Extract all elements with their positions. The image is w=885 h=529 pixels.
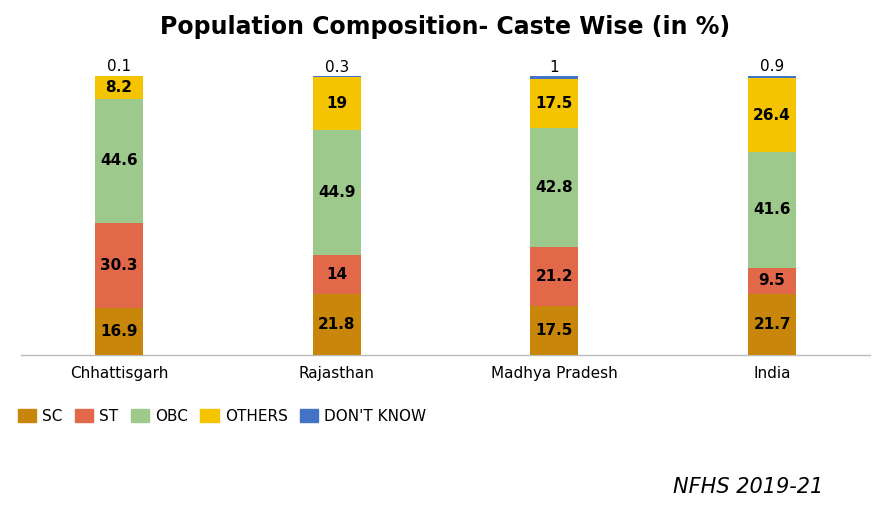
Text: 26.4: 26.4 xyxy=(753,107,791,123)
Text: 1: 1 xyxy=(550,60,559,75)
Text: 17.5: 17.5 xyxy=(535,323,573,338)
Text: 9.5: 9.5 xyxy=(758,273,786,288)
Bar xyxy=(95,307,143,354)
Legend: SC, ST, OBC, OTHERS, DON'T KNOW: SC, ST, OBC, OTHERS, DON'T KNOW xyxy=(12,403,433,430)
Text: NFHS 2019-21: NFHS 2019-21 xyxy=(673,477,823,497)
Bar xyxy=(530,79,578,127)
Bar xyxy=(312,77,361,130)
Text: 0.9: 0.9 xyxy=(760,59,784,75)
Bar xyxy=(530,306,578,354)
Text: 30.3: 30.3 xyxy=(100,258,138,273)
Bar xyxy=(312,255,361,294)
Text: 44.6: 44.6 xyxy=(100,153,138,169)
Text: 19: 19 xyxy=(327,96,347,111)
Bar xyxy=(95,99,143,223)
Bar xyxy=(530,76,578,79)
Text: 42.8: 42.8 xyxy=(535,180,573,195)
Text: 21.2: 21.2 xyxy=(535,269,573,284)
Bar xyxy=(530,247,578,306)
Bar xyxy=(95,76,143,99)
Bar xyxy=(312,76,361,77)
Text: 21.7: 21.7 xyxy=(753,317,791,332)
Bar xyxy=(530,127,578,247)
Bar xyxy=(748,152,796,268)
Text: 41.6: 41.6 xyxy=(753,202,791,217)
Text: 21.8: 21.8 xyxy=(318,317,356,332)
Bar xyxy=(748,78,796,152)
Text: 8.2: 8.2 xyxy=(105,80,133,95)
Bar xyxy=(748,268,796,294)
Bar xyxy=(748,294,796,354)
Bar xyxy=(312,294,361,354)
Text: 16.9: 16.9 xyxy=(100,324,138,339)
Text: 44.9: 44.9 xyxy=(318,185,356,200)
Text: 0.1: 0.1 xyxy=(107,59,131,75)
Text: 14: 14 xyxy=(327,267,347,282)
Text: 0.3: 0.3 xyxy=(325,60,349,75)
Bar xyxy=(312,130,361,255)
Title: Population Composition- Caste Wise (in %): Population Composition- Caste Wise (in %… xyxy=(160,15,731,39)
Bar xyxy=(748,76,796,78)
Text: 17.5: 17.5 xyxy=(535,96,573,111)
Bar xyxy=(95,223,143,307)
